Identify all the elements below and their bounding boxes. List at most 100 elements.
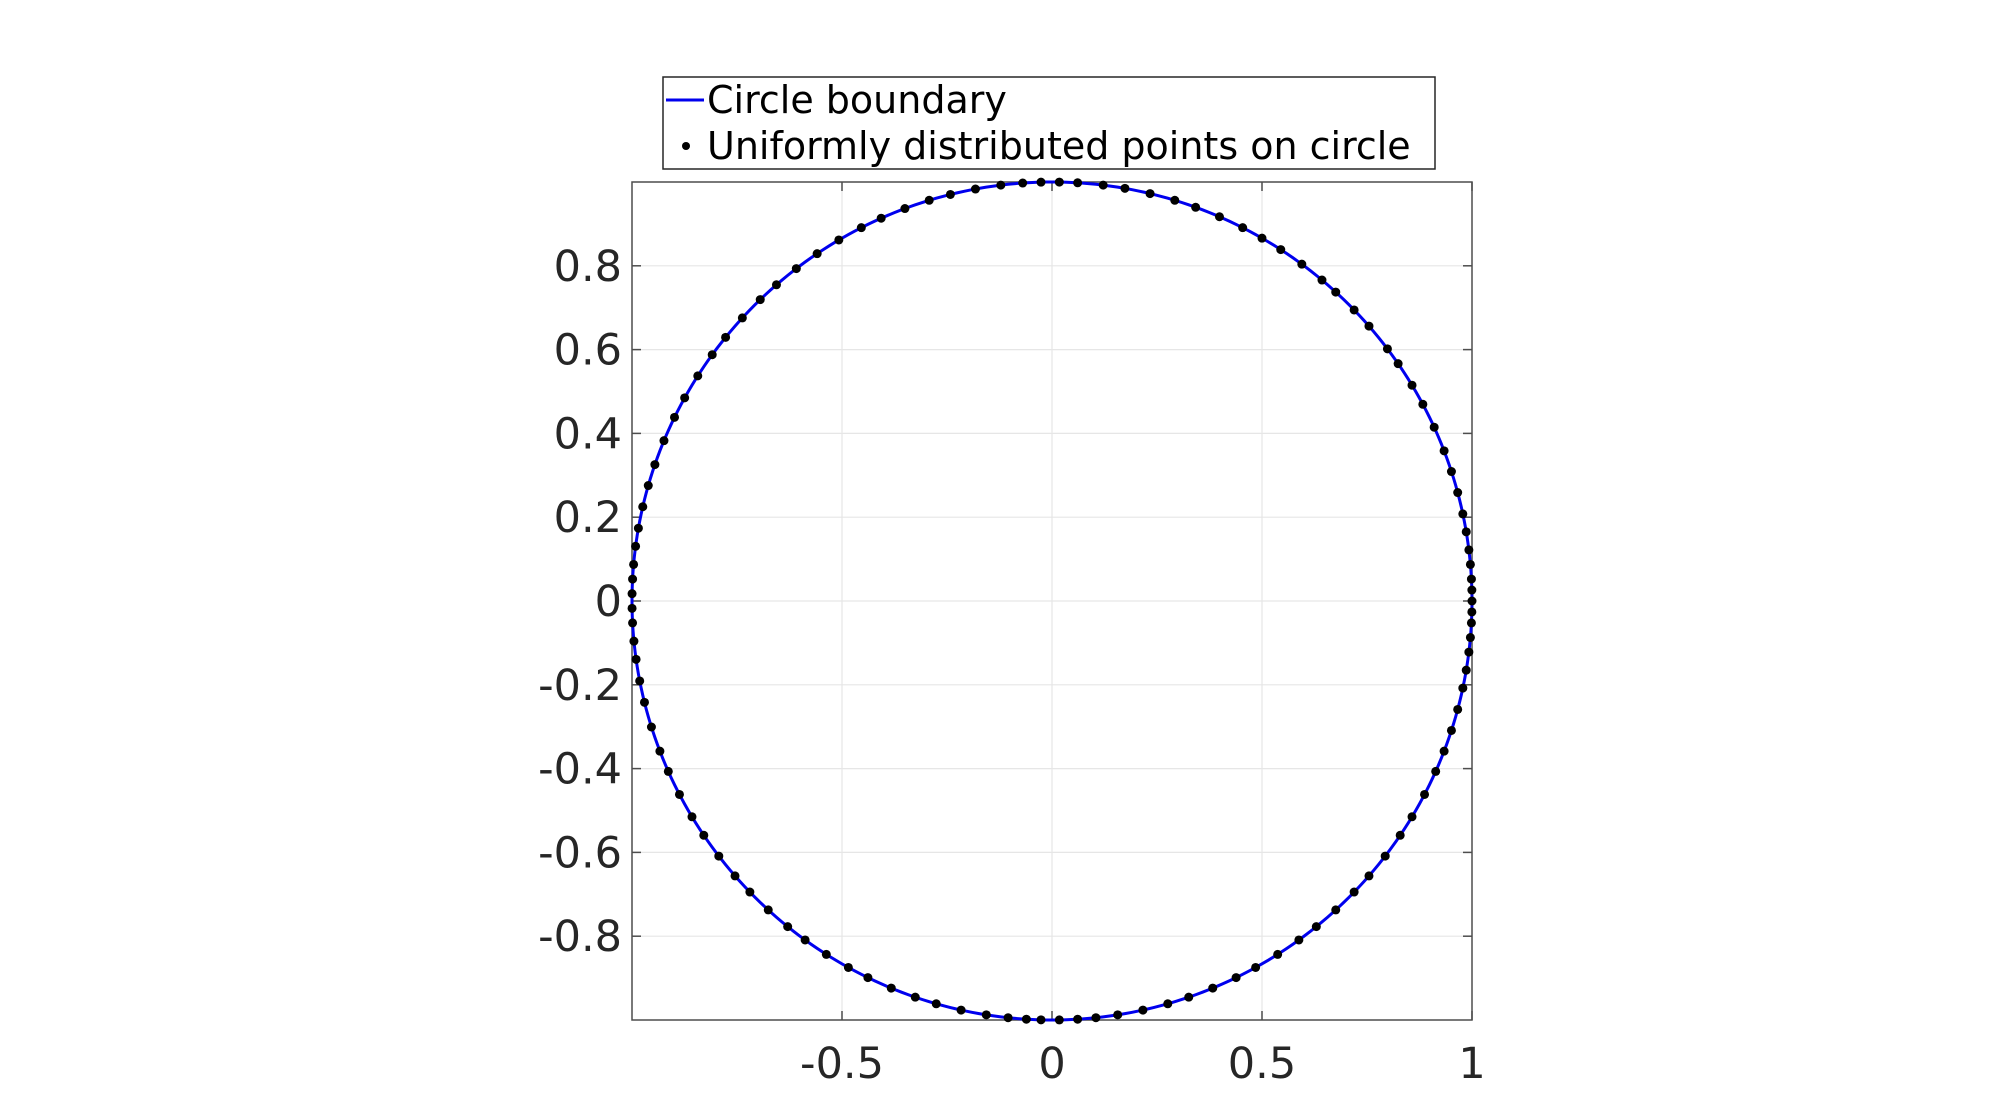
circle-point bbox=[745, 887, 755, 897]
circle-point bbox=[1054, 1015, 1064, 1025]
circle-point bbox=[1364, 321, 1374, 331]
y-tick-label: 0.8 bbox=[554, 242, 622, 292]
circle-point bbox=[659, 436, 669, 446]
circle-point bbox=[856, 223, 866, 233]
circle-point bbox=[1273, 949, 1283, 959]
legend-label-points: Uniformly distributed points on circle bbox=[707, 124, 1411, 168]
y-tick-label: -0.6 bbox=[538, 828, 622, 878]
circle-point bbox=[1446, 467, 1456, 477]
circle-point bbox=[663, 766, 673, 776]
circle-point bbox=[755, 295, 765, 305]
circle-point bbox=[1382, 344, 1392, 354]
circle-point bbox=[1393, 359, 1403, 369]
x-tick-label: -0.5 bbox=[800, 1039, 884, 1089]
circle-point bbox=[843, 962, 853, 972]
circle-point bbox=[1208, 983, 1218, 993]
circle-point bbox=[1091, 1013, 1101, 1023]
circle-point bbox=[638, 502, 648, 512]
circle-point bbox=[639, 697, 649, 707]
y-tick-label: 0.2 bbox=[554, 493, 622, 543]
circle-point bbox=[1073, 178, 1083, 188]
circle-point bbox=[670, 412, 680, 422]
circle-point bbox=[1231, 973, 1241, 983]
circle-point bbox=[674, 789, 684, 799]
circle-point bbox=[886, 983, 896, 993]
circle-point bbox=[1331, 905, 1341, 915]
circle-point bbox=[1138, 1005, 1148, 1015]
circle-point bbox=[1120, 183, 1130, 193]
circle-point bbox=[1466, 574, 1476, 584]
circle-point bbox=[1464, 545, 1474, 555]
circle-point bbox=[1420, 789, 1430, 799]
circle-point bbox=[1214, 212, 1224, 222]
circle-point bbox=[1461, 527, 1471, 537]
circle-point bbox=[680, 393, 690, 403]
circle-point bbox=[1184, 992, 1194, 1002]
circle-point bbox=[1297, 259, 1307, 269]
circle-point bbox=[996, 180, 1006, 190]
circle-point bbox=[900, 204, 910, 214]
legend-label-boundary: Circle boundary bbox=[707, 78, 1007, 122]
circle-point bbox=[1054, 177, 1064, 187]
circle-point bbox=[863, 973, 873, 983]
circle-point bbox=[1431, 766, 1441, 776]
circle-point bbox=[707, 350, 717, 360]
circle-point bbox=[1407, 812, 1417, 822]
circle-points bbox=[627, 177, 1477, 1025]
circle-point bbox=[1191, 202, 1201, 212]
circle-point bbox=[821, 949, 831, 959]
y-tick-label: -0.2 bbox=[538, 661, 622, 711]
circle-point bbox=[876, 213, 886, 223]
circle-point bbox=[1380, 851, 1390, 861]
circle-point bbox=[1349, 887, 1359, 897]
y-tick-label: 0 bbox=[595, 577, 622, 627]
x-tick-label: 0.5 bbox=[1228, 1039, 1296, 1089]
circle-point bbox=[643, 481, 653, 491]
circle-point bbox=[1465, 633, 1475, 643]
y-tick-label: -0.8 bbox=[538, 912, 622, 962]
circle-point bbox=[1418, 399, 1428, 409]
circle-point bbox=[1429, 422, 1439, 432]
circle-point bbox=[1145, 189, 1155, 199]
circle-point bbox=[1036, 1015, 1046, 1025]
x-tick-label: 1 bbox=[1458, 1039, 1485, 1089]
circle-point bbox=[945, 189, 955, 199]
circle-point bbox=[1349, 305, 1359, 315]
circle-point bbox=[1073, 1014, 1083, 1024]
x-tick-label: 0 bbox=[1038, 1039, 1065, 1089]
circle-point bbox=[1465, 559, 1475, 569]
circle-point bbox=[730, 871, 740, 881]
circle-point bbox=[628, 618, 638, 628]
legend: Circle boundary Uniformly distributed po… bbox=[662, 76, 1436, 170]
circle-point bbox=[812, 249, 822, 259]
circle-point bbox=[631, 541, 641, 551]
legend-box bbox=[662, 76, 1436, 170]
y-tick-label: 0.6 bbox=[554, 326, 622, 376]
circle-point bbox=[714, 851, 724, 861]
circle-point bbox=[981, 1010, 991, 1020]
circle-point bbox=[956, 1005, 966, 1015]
circle-point bbox=[1036, 177, 1046, 187]
y-tick-labels: -0.8 -0.6 -0.4 -0.2 0 0.2 0.4 0.6 0.8 bbox=[538, 242, 622, 962]
circle-point bbox=[627, 589, 637, 599]
circle-point bbox=[970, 184, 980, 194]
circle-point bbox=[924, 195, 934, 205]
circle-point bbox=[1238, 223, 1248, 233]
circle-point bbox=[910, 992, 920, 1002]
x-tick-labels: -0.5 0 0.5 1 bbox=[800, 1039, 1486, 1089]
circle-point bbox=[1466, 618, 1476, 628]
circle-point bbox=[1407, 380, 1417, 390]
circle-point bbox=[1331, 287, 1341, 297]
circle-point bbox=[1467, 596, 1477, 606]
circle-point bbox=[687, 812, 697, 822]
circle-point bbox=[1294, 935, 1304, 945]
circle-point bbox=[1461, 665, 1471, 675]
circle-point bbox=[783, 922, 793, 932]
circle-point bbox=[629, 559, 639, 569]
circle-point bbox=[646, 722, 656, 732]
circle-point bbox=[633, 523, 643, 533]
circle-point bbox=[1003, 1013, 1013, 1023]
circle-point bbox=[1467, 585, 1477, 595]
circle-point bbox=[1446, 725, 1456, 735]
